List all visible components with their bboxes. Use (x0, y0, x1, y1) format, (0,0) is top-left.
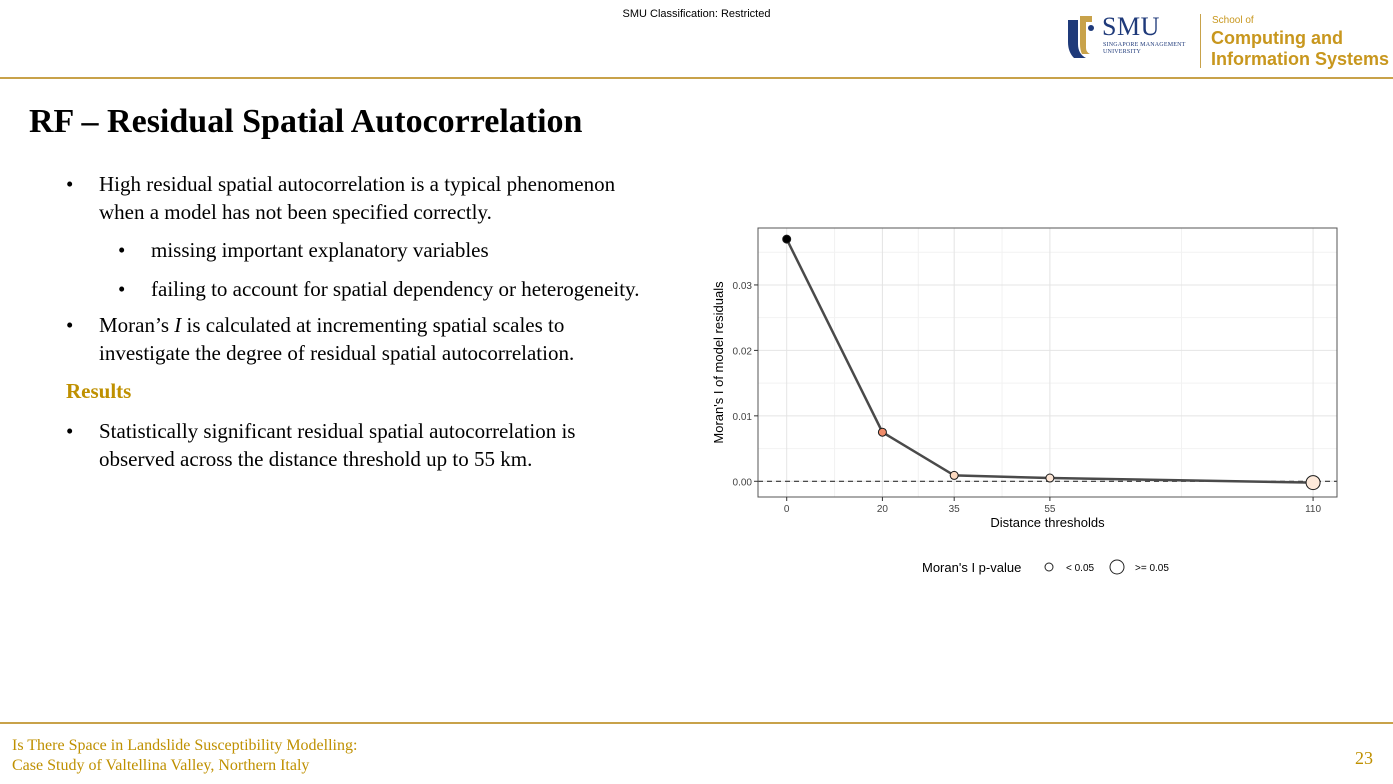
x-tick-label: 110 (1305, 504, 1321, 515)
sub-bullet-item: • failing to account for spatial depende… (118, 275, 656, 303)
chart-svg: 0.00 0.01 0.02 0.03 0 20 35 55 110 Distance thres… (711, 227, 1338, 575)
legend-title: Moran's I p-value (922, 560, 1021, 575)
x-axis-title: Distance thresholds (990, 515, 1105, 530)
sub-bullet-item: • missing important explanatory variable… (118, 236, 656, 264)
bullet-text: failing to account for spatial dependenc… (151, 277, 640, 301)
x-tick-label: 35 (949, 504, 961, 515)
bullet-text-pre: Moran’s (99, 313, 175, 337)
y-axis-title: Moran's I of model residuals (711, 281, 726, 444)
smu-subtitle: SINGAPORE MANAGEMENT UNIVERSITY (1103, 42, 1186, 56)
bullet-text: Statistically significant residual spati… (99, 419, 576, 471)
school-name-line2: Information Systems (1211, 49, 1390, 69)
bullet-item: • High residual spatial autocorrelation … (66, 170, 656, 226)
bullet-dot: • (118, 238, 126, 262)
y-tick-label: 0.00 (733, 477, 753, 488)
school-name: Computing and Information Systems (1211, 28, 1389, 70)
bullet-text-post: is calculated at incrementing spatial sc… (99, 313, 575, 365)
bullet-dot: • (66, 172, 74, 196)
y-tick-label: 0.02 (733, 346, 753, 357)
x-tick-label: 20 (877, 504, 889, 515)
data-point (949, 470, 959, 480)
legend-label: < 0.05 (1066, 563, 1095, 574)
results-heading: Results (66, 379, 132, 403)
smu-wordmark: SMU (1102, 12, 1160, 41)
classification-label: SMU Classification: Restricted (622, 8, 771, 20)
legend-label: >= 0.05 (1135, 563, 1169, 574)
smu-subtitle-line1: SINGAPORE MANAGEMENT (1103, 42, 1186, 48)
bullet-dot: • (66, 313, 74, 337)
y-tick-label: 0.01 (733, 412, 753, 423)
logo-divider (1200, 14, 1201, 68)
footer-title-line1: Is There Space in Landslide Susceptibili… (12, 737, 358, 754)
bullet-text: missing important explanatory variables (151, 238, 489, 262)
plot-panel (758, 228, 1337, 497)
x-tick-label: 0 (784, 504, 790, 515)
data-point (782, 234, 792, 244)
school-name-line1: Computing and (1211, 28, 1343, 48)
data-point (1045, 473, 1055, 483)
slide-body: • High residual spatial autocorrelation … (66, 170, 656, 483)
bullet-text-italic: I (174, 313, 182, 337)
footer-title: Is There Space in Landslide Susceptibili… (12, 736, 357, 776)
smu-scis-logo: SMU SINGAPORE MANAGEMENT UNIVERSITY Scho… (1064, 10, 1389, 72)
legend-marker-large (1109, 559, 1125, 575)
data-point (1305, 475, 1321, 491)
y-tick-label: 0.03 (733, 281, 753, 292)
footer-rule (0, 722, 1393, 724)
header-rule (0, 77, 1393, 79)
slide-title: RF – Residual Spatial Autocorrelation (29, 103, 583, 140)
smu-crest-icon (1068, 16, 1094, 58)
footer-title-line2: Case Study of Valtellina Valley, Norther… (12, 757, 310, 774)
bullet-item: • Statistically significant residual spa… (66, 417, 656, 473)
school-of-label: School of (1212, 15, 1254, 26)
page-number: 23 (1355, 748, 1373, 768)
bullet-text: High residual spatial autocorrelation is… (99, 172, 616, 224)
morans-i-chart: 0.00 0.01 0.02 0.03 0 20 35 55 110 Distance thres… (706, 220, 1346, 590)
smu-subtitle-line2: UNIVERSITY (1103, 49, 1141, 55)
legend-marker-small (1044, 562, 1054, 572)
data-point (877, 427, 887, 437)
x-tick-label: 55 (1044, 504, 1056, 515)
bullet-item: • Moran’s I is calculated at incrementin… (66, 311, 656, 367)
bullet-dot: • (66, 419, 74, 443)
plot-border (757, 227, 1338, 498)
bullet-dot: • (118, 277, 126, 301)
